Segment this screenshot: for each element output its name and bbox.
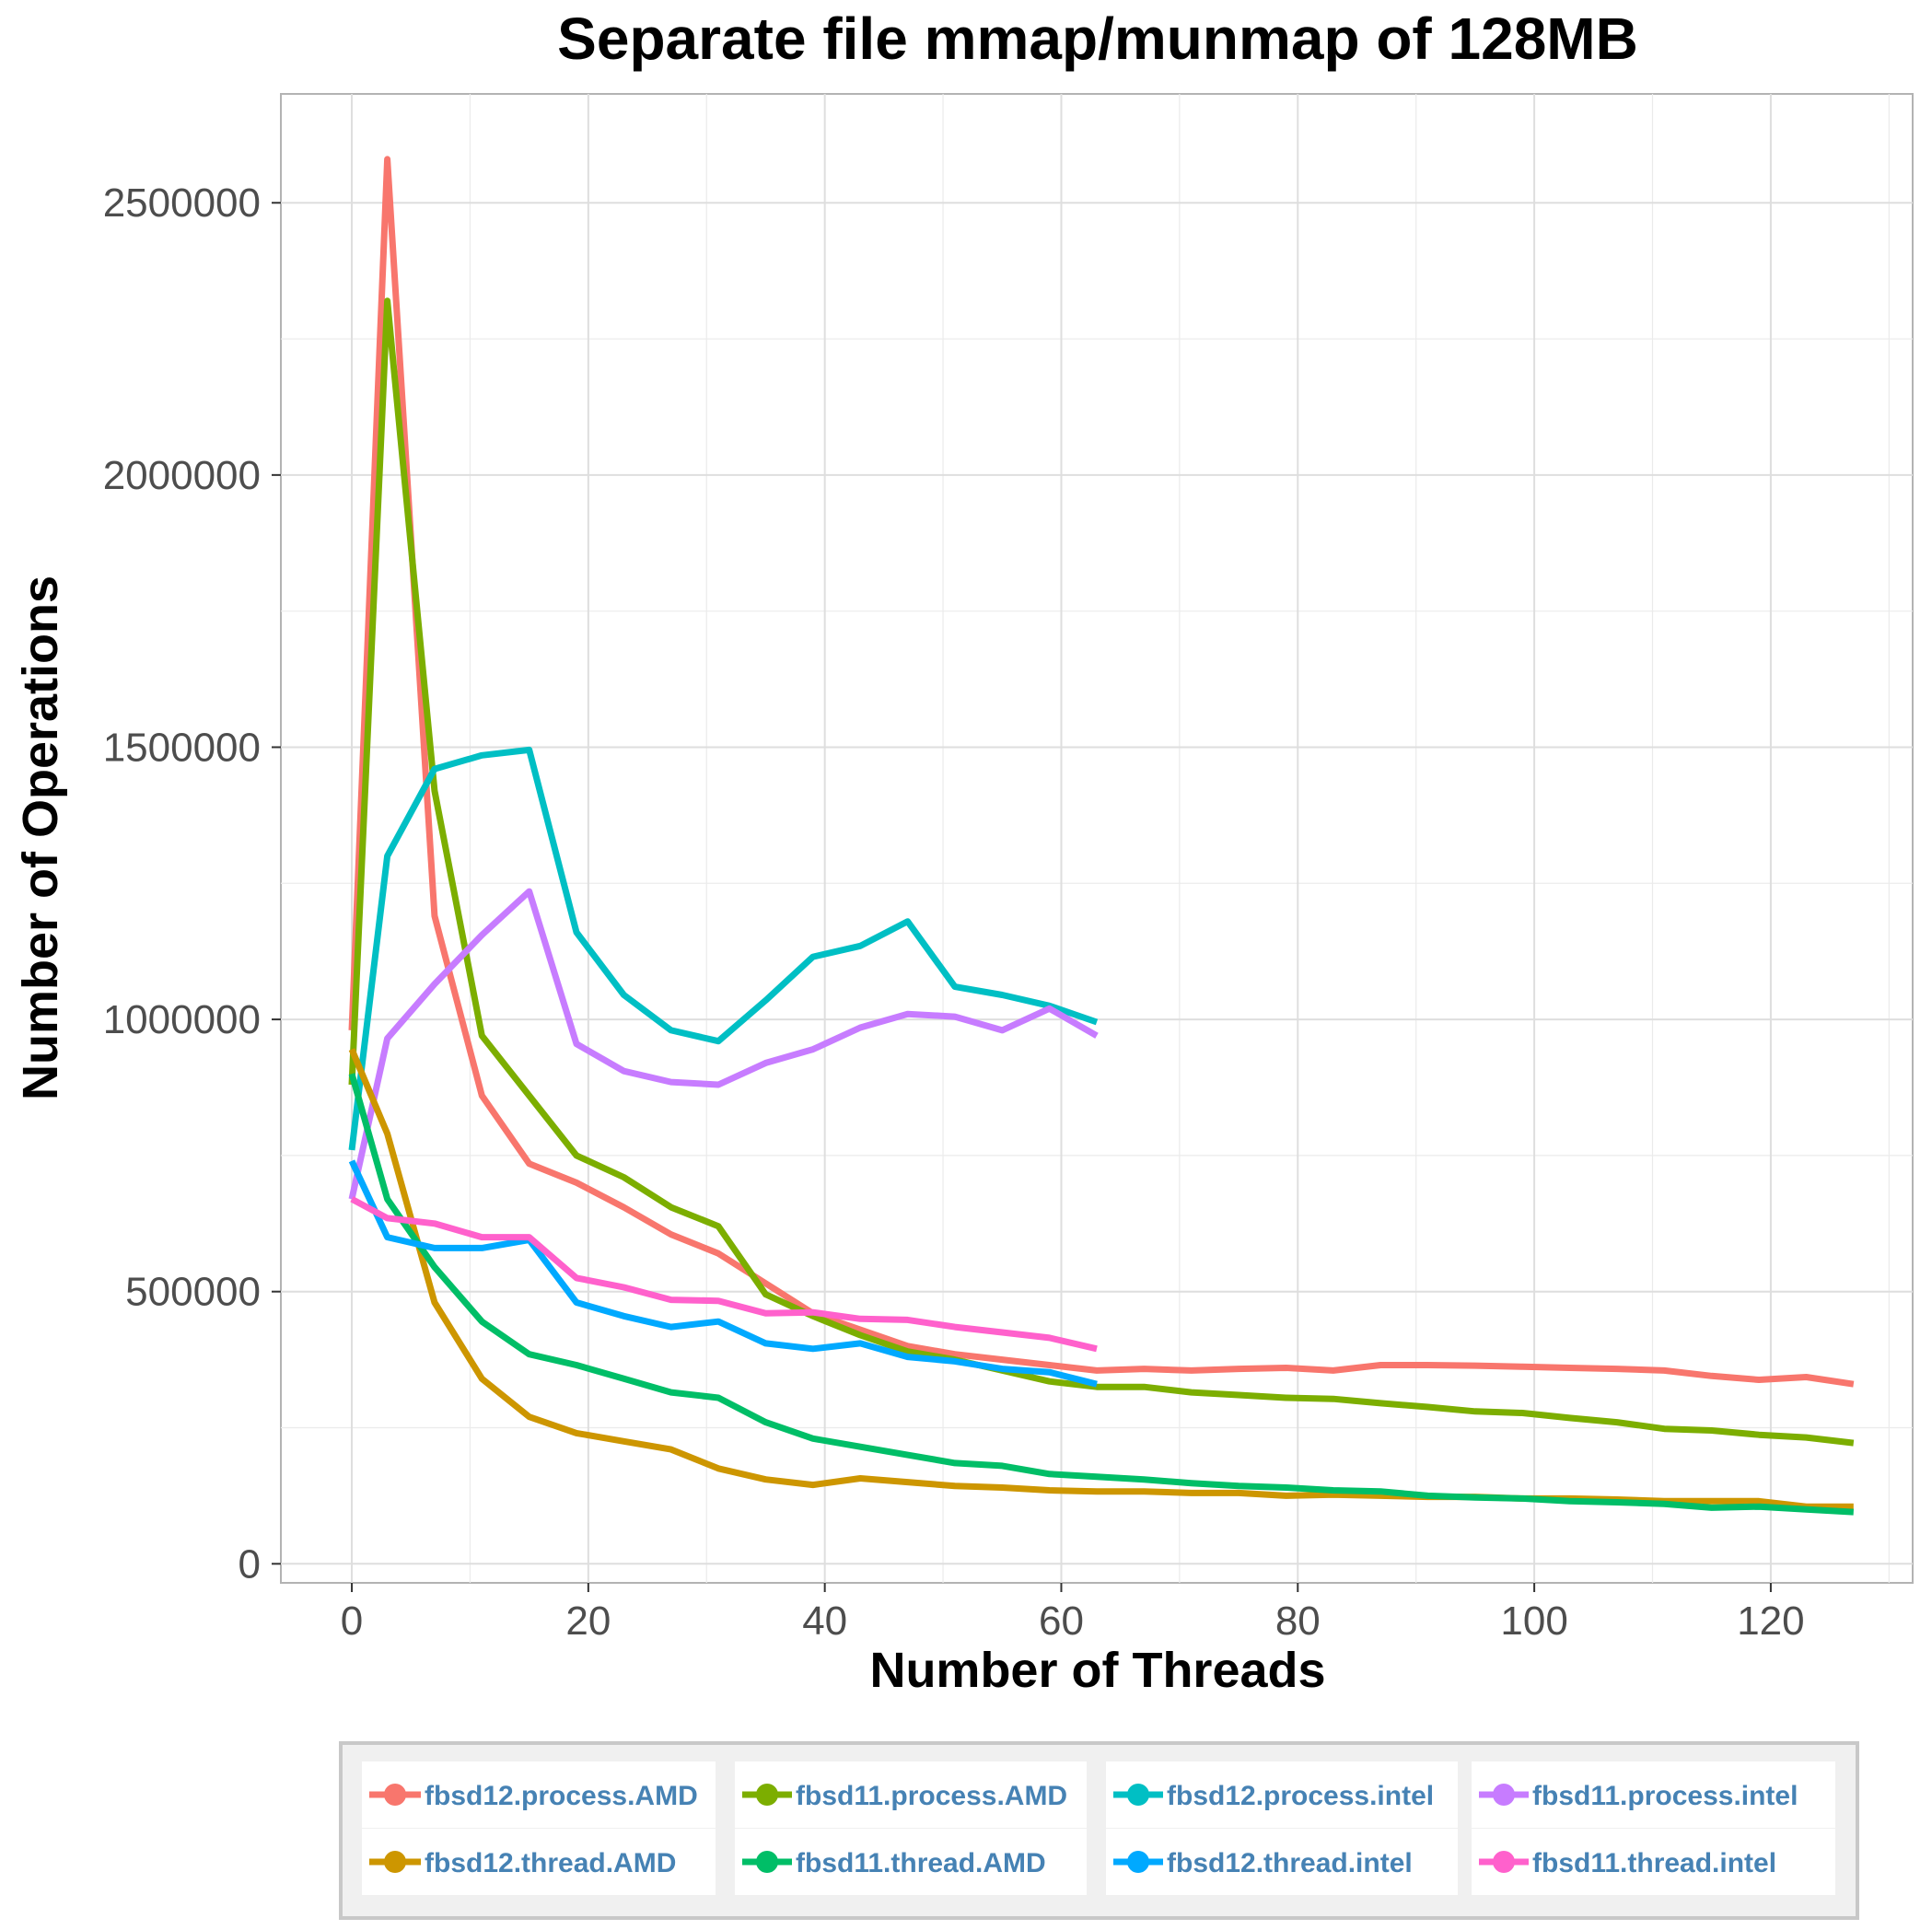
y-axis: 0 500000 1000000 1500000 2000000 2500000 — [103, 180, 281, 1587]
series-group — [348, 156, 1855, 1516]
legend-label: fbsd11.process.intel — [1532, 1781, 1798, 1811]
y-tick-label: 0 — [239, 1541, 261, 1587]
legend-item-bg — [735, 1761, 1087, 1828]
legend-label: fbsd12.process.intel — [1167, 1781, 1434, 1811]
legend-item-bg — [735, 1829, 1087, 1895]
legend-key-point — [756, 1851, 778, 1873]
series-line-fbsd11-process-intel — [348, 888, 1099, 1200]
x-tick-label: 80 — [1275, 1599, 1321, 1644]
series-line-fbsd12-process-intel — [348, 746, 1099, 1151]
x-tick-label: 0 — [341, 1599, 363, 1644]
chart-title: Separate file mmap/munmap of 128MB — [557, 6, 1638, 72]
legend-item-bg — [1472, 1829, 1835, 1895]
series-line-fbsd11-thread-AMD — [348, 1073, 1854, 1516]
legend-key-point — [1127, 1851, 1149, 1873]
x-tick-label: 120 — [1737, 1599, 1804, 1644]
y-tick-label: 2000000 — [103, 453, 261, 498]
legend-label: fbsd12.thread.intel — [1167, 1848, 1413, 1878]
series-line-fbsd12-process-AMD — [348, 156, 1855, 1388]
series-line-fbsd11-thread-intel — [350, 1196, 1098, 1353]
legend-label: fbsd11.thread.intel — [1532, 1848, 1776, 1878]
legend-key-point — [384, 1851, 406, 1873]
legend-item-bg — [1472, 1761, 1835, 1828]
y-tick-label: 1500000 — [103, 725, 261, 770]
x-tick-label: 100 — [1500, 1599, 1567, 1644]
legend-key-point — [756, 1784, 778, 1806]
legend-key-point — [1127, 1784, 1149, 1806]
legend-label: fbsd12.thread.AMD — [425, 1848, 676, 1878]
legend: fbsd12.process.AMD fbsd11.process.AMD fbsd… — [362, 1761, 1835, 1895]
grid — [281, 94, 1913, 1583]
series-line-fbsd12-thread-intel — [348, 1159, 1098, 1388]
legend-key-point — [1493, 1851, 1515, 1873]
x-axis-title: Number of Threads — [869, 1643, 1325, 1698]
legend-key-point — [1493, 1784, 1515, 1806]
y-tick-label: 500000 — [125, 1270, 261, 1315]
x-axis: 0 20 40 60 80 100 120 — [341, 1583, 1805, 1644]
legend-key-point — [384, 1784, 406, 1806]
legend-label: fbsd12.process.AMD — [425, 1781, 698, 1811]
y-tick-label: 1000000 — [103, 997, 261, 1042]
legend-label: fbsd11.process.AMD — [796, 1781, 1067, 1811]
x-tick-label: 60 — [1039, 1599, 1084, 1644]
legend-item-bg — [1106, 1829, 1458, 1895]
y-tick-label: 2500000 — [103, 180, 261, 226]
x-tick-label: 40 — [802, 1599, 847, 1644]
y-axis-title: Number of Operations — [13, 576, 68, 1100]
legend-label: fbsd11.thread.AMD — [796, 1848, 1046, 1878]
x-tick-label: 20 — [565, 1599, 611, 1644]
plot-panel — [280, 93, 1914, 1584]
legend-item-bg — [1106, 1761, 1458, 1828]
series-line-fbsd11-process-AMD — [348, 297, 1855, 1447]
